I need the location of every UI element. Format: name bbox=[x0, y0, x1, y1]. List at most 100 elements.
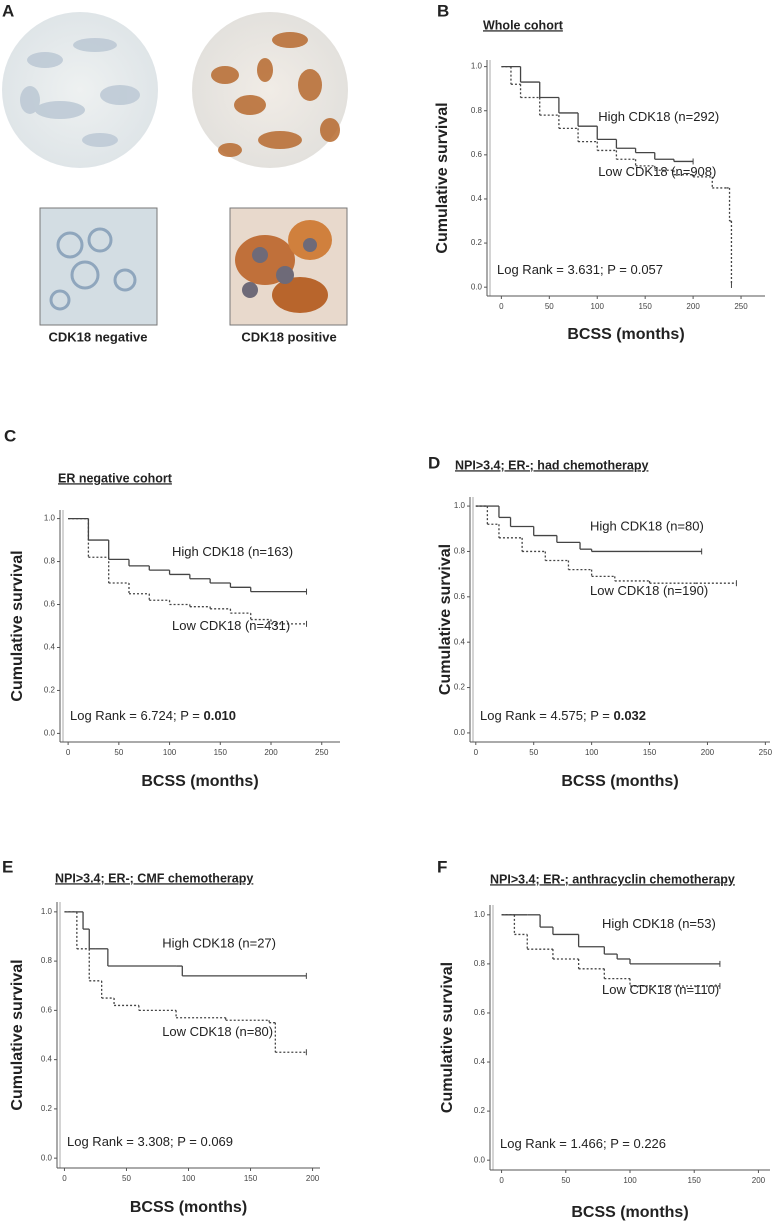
chart-title: NPI>3.4; ER-; CMF chemotherapy bbox=[55, 871, 253, 885]
chart-title: Whole cohort bbox=[483, 18, 564, 32]
cells bbox=[235, 220, 332, 313]
series-label: Low CDK18 (n=431) bbox=[172, 618, 290, 633]
y-tick-label: 0.6 bbox=[474, 1008, 486, 1017]
series-label: Low CDK18 (n=110) bbox=[602, 982, 719, 997]
series-label: Low CDK18 (n=908) bbox=[598, 164, 716, 179]
chart-panel: B Whole cohort Cumulative survival BCSS (mo… bbox=[434, 1, 765, 343]
chart-panel: E NPI>3.4; ER-; CMF chemotherapy Cumulativ… bbox=[2, 857, 320, 1216]
y-tick-label: 0.8 bbox=[44, 557, 56, 566]
y-tick-label: 0.4 bbox=[474, 1057, 486, 1066]
tissue-core-positive bbox=[192, 12, 348, 168]
x-tick-label: 100 bbox=[623, 1176, 637, 1185]
y-tick-label: 0.8 bbox=[474, 959, 486, 968]
y-tick-label: 1.0 bbox=[474, 910, 486, 919]
zoom-negative bbox=[39, 207, 158, 326]
chart-title: NPI>3.4; ER-; anthracyclin chemotherapy bbox=[490, 872, 735, 886]
y-axis-label: Cumulative survival bbox=[437, 544, 454, 695]
x-tick-label: 50 bbox=[561, 1176, 570, 1185]
annotation-emphasis: 0.010 bbox=[203, 708, 236, 723]
x-tick-label: 0 bbox=[499, 302, 504, 311]
series-label: Low CDK18 (n=190) bbox=[590, 583, 708, 598]
chart-panel: C ER negative cohort Cumulative survival BC… bbox=[4, 426, 340, 790]
x-tick-label: 200 bbox=[701, 748, 715, 757]
y-tick-label: 0.0 bbox=[44, 729, 56, 738]
annotation-text: Log Rank = 4.575; P = bbox=[480, 708, 613, 723]
x-tick-label: 150 bbox=[244, 1174, 258, 1183]
y-tick-label: 1.0 bbox=[454, 501, 466, 510]
y-tick-label: 0.4 bbox=[41, 1055, 53, 1064]
x-tick-label: 50 bbox=[122, 1174, 131, 1183]
annotation: Log Rank = 3.308; P = 0.069 bbox=[67, 1134, 233, 1149]
y-tick-label: 0.8 bbox=[41, 956, 53, 965]
chart-panel: F NPI>3.4; ER-; anthracyclin chemotherapy… bbox=[437, 857, 770, 1221]
cells bbox=[49, 227, 137, 311]
x-tick-label: 100 bbox=[591, 302, 605, 311]
x-tick-label: 200 bbox=[752, 1176, 766, 1185]
annotation: Log Rank = 1.466; P = 0.226 bbox=[500, 1136, 666, 1151]
x-tick-label: 150 bbox=[643, 748, 657, 757]
x-tick-label: 100 bbox=[182, 1174, 196, 1183]
x-tick-label: 150 bbox=[688, 1176, 702, 1185]
series-label: Low CDK18 (n=80) bbox=[162, 1024, 273, 1039]
x-tick-label: 50 bbox=[114, 748, 123, 757]
series-label: High CDK18 (n=53) bbox=[602, 916, 716, 931]
x-tick-label: 100 bbox=[163, 748, 177, 757]
y-tick-label: 0.2 bbox=[44, 686, 56, 695]
series-label: High CDK18 (n=80) bbox=[590, 519, 704, 534]
x-axis-label: BCSS (months) bbox=[571, 1204, 688, 1221]
y-axis-label: Cumulative survival bbox=[9, 959, 26, 1110]
panel-letter: B bbox=[437, 1, 449, 20]
y-tick-label: 0.0 bbox=[474, 1155, 486, 1164]
y-tick-label: 0.6 bbox=[454, 592, 466, 601]
panel-letter: D bbox=[428, 453, 440, 472]
y-tick-label: 0.4 bbox=[44, 643, 56, 652]
x-tick-label: 150 bbox=[214, 748, 228, 757]
y-tick-label: 0.4 bbox=[454, 637, 466, 646]
x-axis-label: BCSS (months) bbox=[567, 326, 684, 343]
annotation-emphasis: 0.032 bbox=[613, 708, 646, 723]
y-tick-label: 0.4 bbox=[471, 194, 483, 203]
y-tick-label: 0.2 bbox=[41, 1104, 53, 1113]
y-tick-label: 0.8 bbox=[471, 106, 483, 115]
series-label: High CDK18 (n=163) bbox=[172, 544, 293, 559]
panel-letter: C bbox=[4, 426, 16, 445]
y-tick-label: 1.0 bbox=[44, 514, 56, 523]
annotation: Log Rank = 6.724; P = 0.010 bbox=[70, 708, 236, 723]
x-axis-label: BCSS (months) bbox=[561, 773, 678, 790]
chart-panel: D NPI>3.4; ER-; had chemotherapy Cumulativ… bbox=[428, 453, 773, 790]
stain-pattern bbox=[20, 38, 140, 147]
y-tick-label: 0.6 bbox=[41, 1005, 53, 1014]
tissue-core-negative bbox=[2, 12, 158, 168]
y-tick-label: 0.0 bbox=[41, 1153, 53, 1162]
annotation-text: Log Rank = 3.631; P = 0.057 bbox=[497, 262, 663, 277]
y-tick-label: 0.8 bbox=[454, 547, 466, 556]
y-tick-label: 1.0 bbox=[41, 907, 53, 916]
series-label: High CDK18 (n=292) bbox=[598, 109, 719, 124]
caption: CDK18 negative bbox=[49, 329, 148, 344]
chart-title: ER negative cohort bbox=[58, 471, 173, 485]
x-tick-label: 150 bbox=[638, 302, 652, 311]
annotation: Log Rank = 4.575; P = 0.032 bbox=[480, 708, 646, 723]
y-tick-label: 0.2 bbox=[454, 683, 466, 692]
x-tick-label: 100 bbox=[585, 748, 599, 757]
y-tick-label: 0.2 bbox=[474, 1106, 486, 1115]
panel-letter: A bbox=[2, 1, 14, 20]
x-tick-label: 50 bbox=[529, 748, 538, 757]
annotation-text: Log Rank = 3.308; P = 0.069 bbox=[67, 1134, 233, 1149]
x-tick-label: 0 bbox=[66, 748, 71, 757]
panel-a: A CDK18 negative CDK18 positive bbox=[2, 1, 348, 344]
x-tick-label: 0 bbox=[474, 748, 479, 757]
panel-letter: F bbox=[437, 857, 447, 876]
y-axis-label: Cumulative survival bbox=[9, 550, 26, 701]
x-axis-label: BCSS (months) bbox=[141, 773, 258, 790]
series-label: High CDK18 (n=27) bbox=[162, 935, 276, 950]
caption: CDK18 positive bbox=[241, 329, 336, 344]
x-tick-label: 200 bbox=[306, 1174, 320, 1183]
y-tick-label: 0.6 bbox=[471, 150, 483, 159]
y-tick-label: 0.0 bbox=[454, 728, 466, 737]
y-tick-label: 1.0 bbox=[471, 62, 483, 71]
y-axis-label: Cumulative survival bbox=[439, 962, 456, 1113]
annotation-text: Log Rank = 6.724; P = bbox=[70, 708, 203, 723]
chart-title: NPI>3.4; ER-; had chemotherapy bbox=[455, 458, 648, 472]
